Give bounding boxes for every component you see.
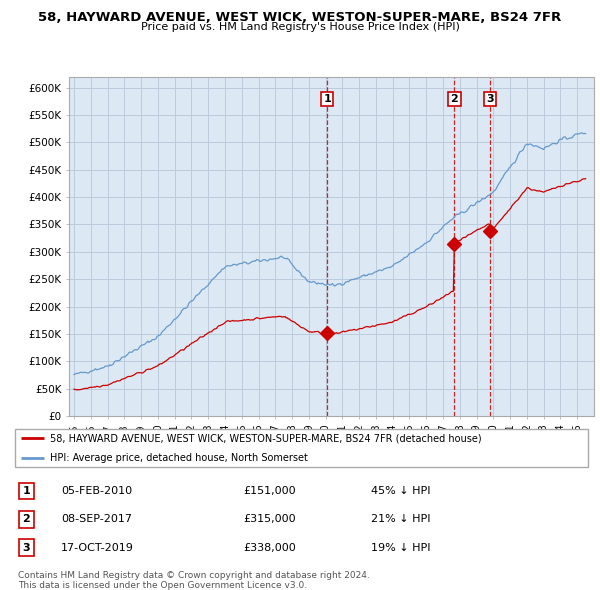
Text: 45% ↓ HPI: 45% ↓ HPI [371,486,430,496]
Text: £151,000: £151,000 [244,486,296,496]
Text: This data is licensed under the Open Government Licence v3.0.: This data is licensed under the Open Gov… [18,581,307,589]
Text: £315,000: £315,000 [244,514,296,524]
Text: Price paid vs. HM Land Registry's House Price Index (HPI): Price paid vs. HM Land Registry's House … [140,22,460,32]
Text: 21% ↓ HPI: 21% ↓ HPI [371,514,430,524]
Text: HPI: Average price, detached house, North Somerset: HPI: Average price, detached house, Nort… [50,453,308,463]
Text: 1: 1 [323,94,331,104]
Text: 19% ↓ HPI: 19% ↓ HPI [371,543,430,552]
Text: 08-SEP-2017: 08-SEP-2017 [61,514,132,524]
Text: 05-FEB-2010: 05-FEB-2010 [61,486,133,496]
Text: 17-OCT-2019: 17-OCT-2019 [61,543,134,552]
Text: 2: 2 [451,94,458,104]
Text: 58, HAYWARD AVENUE, WEST WICK, WESTON-SUPER-MARE, BS24 7FR: 58, HAYWARD AVENUE, WEST WICK, WESTON-SU… [38,11,562,24]
Text: 2: 2 [23,514,31,524]
Text: 3: 3 [23,543,30,552]
Text: 1: 1 [23,486,31,496]
Text: 58, HAYWARD AVENUE, WEST WICK, WESTON-SUPER-MARE, BS24 7FR (detached house): 58, HAYWARD AVENUE, WEST WICK, WESTON-SU… [50,433,481,443]
Text: Contains HM Land Registry data © Crown copyright and database right 2024.: Contains HM Land Registry data © Crown c… [18,571,370,579]
Text: 3: 3 [486,94,494,104]
Text: £338,000: £338,000 [244,543,296,552]
FancyBboxPatch shape [15,429,588,467]
